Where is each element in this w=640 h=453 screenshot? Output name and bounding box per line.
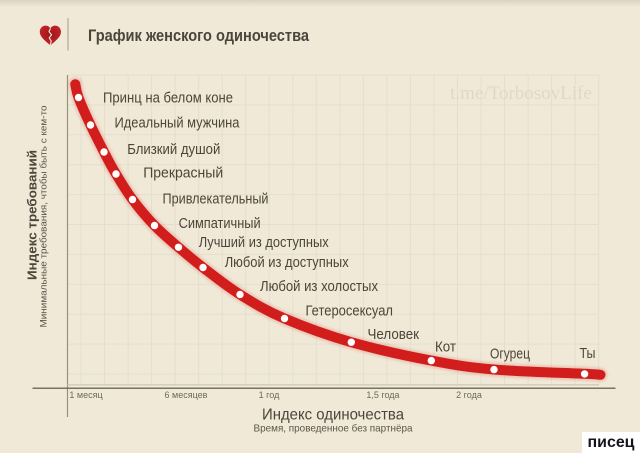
svg-text:Ты: Ты: [580, 346, 596, 362]
svg-text:Кот: Кот: [435, 340, 456, 356]
svg-text:Гетеросексуал: Гетеросексуал: [306, 304, 394, 320]
svg-text:Огурец: Огурец: [490, 347, 531, 363]
svg-text:Лучший из доступных: Лучший из доступных: [199, 235, 330, 251]
svg-text:Близкий душой: Близкий душой: [127, 142, 220, 158]
svg-text:Прекрасный: Прекрасный: [143, 166, 223, 182]
svg-text:писец: писец: [588, 434, 635, 451]
svg-text:1 месяц: 1 месяц: [69, 390, 102, 400]
svg-text:Симпатичный: Симпатичный: [179, 216, 261, 232]
svg-text:Время, проведенное без партнёр: Время, проведенное без партнёра: [254, 423, 413, 435]
svg-text:1,5 года: 1,5 года: [366, 390, 399, 400]
svg-text:Человек: Человек: [368, 327, 420, 343]
svg-text:Идеальный мужчина: Идеальный мужчина: [115, 116, 241, 132]
svg-text:Минимальные требования, чтобы: Минимальные требования, чтобы быть с кем…: [39, 106, 50, 328]
svg-text:Любой из доступных: Любой из доступных: [225, 255, 350, 271]
svg-text:Индекс требований: Индекс требований: [25, 150, 40, 280]
svg-text:6 месяцев: 6 месяцев: [165, 390, 208, 400]
svg-text:2 года: 2 года: [456, 390, 482, 400]
svg-text:t.me/TorbosovLife: t.me/TorbosovLife: [450, 83, 592, 104]
svg-text:График женского одиночества: График женского одиночества: [88, 26, 309, 45]
svg-text:Любой из холостых: Любой из холостых: [260, 279, 379, 295]
svg-text:Принц на белом коне: Принц на белом коне: [103, 91, 233, 107]
svg-text:Привлекательный: Привлекательный: [163, 192, 269, 208]
svg-text:1 год: 1 год: [259, 390, 280, 400]
svg-text:Индекс одиночества: Индекс одиночества: [262, 407, 404, 424]
